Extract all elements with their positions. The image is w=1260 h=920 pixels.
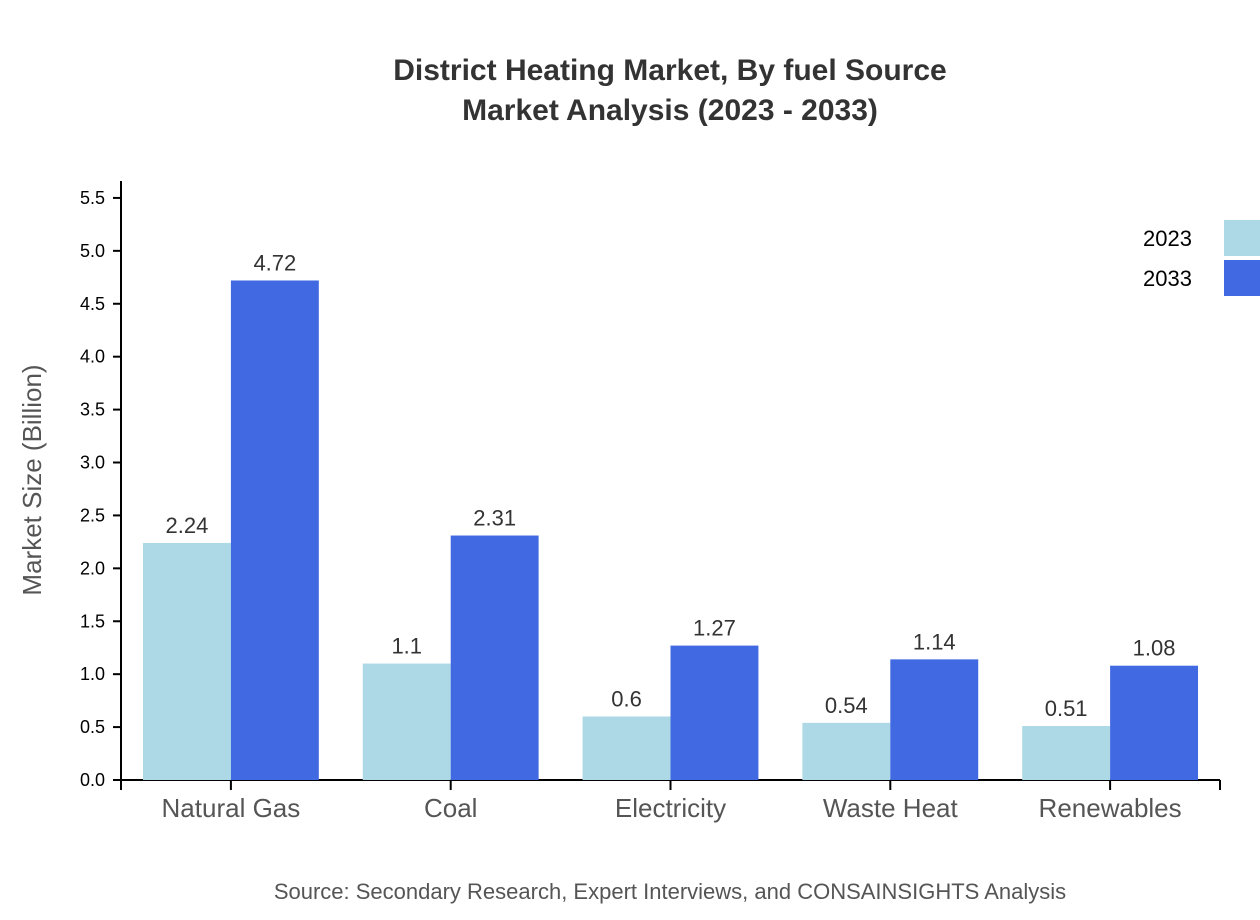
data-label: 1.08: [1133, 636, 1176, 661]
y-tick-label: 0.0: [80, 770, 105, 790]
legend-label: 2033: [1143, 266, 1192, 291]
bar-2023: [582, 716, 671, 780]
chart-title: District Heating Market, By fuel Source: [393, 54, 946, 87]
y-tick-label: 5.0: [80, 241, 105, 261]
data-label: 2.24: [166, 513, 209, 538]
axes: 0.0 0.5 1.0 1.5 2.0 2.5 3.0 3.5 4.0 4.5 5.0 5.5 Natu…: [80, 181, 1221, 823]
x-tick-label: Waste Heat: [823, 793, 959, 823]
source-note: Source: Secondary Research, Expert Inter…: [274, 879, 1066, 904]
data-label: 0.54: [825, 693, 868, 718]
bar-2033: [1110, 665, 1199, 780]
y-tick-label: 2.0: [80, 558, 105, 578]
bar-2023: [802, 722, 891, 780]
bars: 2.24 4.72 1.1 2.31 0.6 1.27 0.54 1.14 0.51 1.08: [142, 250, 1199, 780]
data-label: 0.51: [1045, 696, 1088, 721]
legend: 2023 2033: [1143, 220, 1260, 296]
y-tick-label: 0.5: [80, 717, 105, 737]
y-tick-label: 1.5: [80, 611, 105, 631]
x-tick-label: Renewables: [1039, 793, 1182, 823]
y-tick-label: 3.0: [80, 453, 105, 473]
data-label: 1.1: [391, 634, 422, 659]
y-tick-label: 2.5: [80, 505, 105, 525]
data-label: 4.72: [253, 250, 296, 275]
y-tick-label: 5.5: [80, 188, 105, 208]
y-tick-label: 4.5: [80, 294, 105, 314]
bar-2033: [670, 645, 759, 780]
y-tick-label: 4.0: [80, 347, 105, 367]
legend-swatch: [1224, 260, 1260, 296]
x-tick-label: Electricity: [615, 793, 726, 823]
data-label: 2.31: [473, 506, 516, 531]
y-tick-label: 3.5: [80, 400, 105, 420]
data-label: 0.6: [611, 687, 642, 712]
bar-2023: [142, 542, 231, 780]
y-axis-label: Market Size (Billion): [17, 364, 47, 595]
y-tick-label: 1.0: [80, 664, 105, 684]
legend-swatch: [1224, 220, 1260, 256]
bar-2023: [362, 663, 451, 780]
bar-2033: [230, 280, 319, 780]
data-label: 1.14: [913, 629, 956, 654]
bar-2033: [450, 535, 539, 780]
legend-label: 2023: [1143, 226, 1192, 251]
bar-2023: [1022, 726, 1111, 780]
chart-subtitle: Market Analysis (2023 - 2033): [462, 94, 878, 127]
x-tick-label: Natural Gas: [162, 793, 301, 823]
x-tick-label: Coal: [424, 793, 477, 823]
bar-2033: [890, 659, 979, 780]
data-label: 1.27: [693, 616, 736, 641]
